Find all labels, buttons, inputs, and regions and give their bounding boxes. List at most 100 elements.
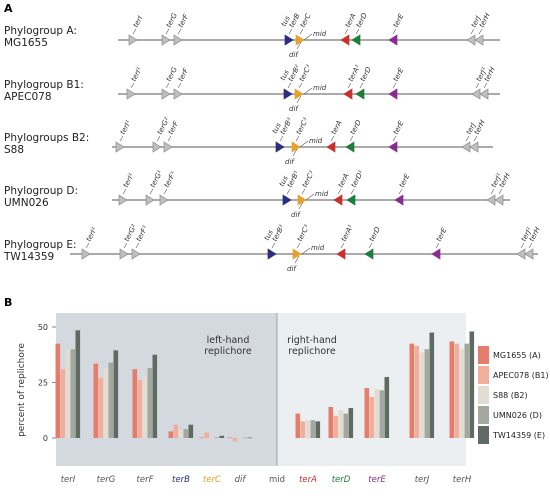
ter-site-label: terC³ [301,169,316,188]
ter-site-marker [340,34,350,46]
ter-site-marker [355,88,365,100]
ter-site-label: terI¹ [122,172,136,189]
bar [70,349,76,438]
panel-b: Bleft-handreplichoreright-handreplichore… [4,296,549,485]
legend-swatch [478,346,489,364]
bar [348,408,354,438]
ter-site-leader [130,82,135,89]
legend-swatch [478,426,489,444]
legend-label: S88 (B2) [493,391,528,400]
bar [384,376,390,438]
ter-site-leader [337,188,342,195]
strain-name-label: TW14359 [3,251,54,263]
dif-leader [296,95,302,104]
bar [242,437,248,439]
ter-site-leader [165,28,170,35]
bar [232,438,238,442]
ter-site-marker [345,141,355,153]
bar [315,421,321,438]
mid-label: mid [313,84,327,92]
bar [199,437,205,439]
ter-site-leader [149,188,154,195]
ter-site-marker [461,141,471,153]
ter-site-label: terA [330,119,344,136]
bar [328,406,334,438]
ter-site-marker [115,141,125,153]
ter-site-leader [347,82,352,89]
x-category-label: terC [203,475,221,485]
ter-site-leader [392,28,397,35]
ter-site-marker [343,88,353,100]
ter-site-leader [520,242,525,249]
bar [75,330,81,438]
bar [364,388,370,438]
ter-site-leader [528,242,533,249]
ter-site-leader [465,135,470,142]
ter-site-label: terG¹ [149,169,165,189]
bar [419,352,425,438]
ter-site-leader [123,242,128,249]
y-axis-title: percent of replichore [17,343,27,437]
ter-site-leader [132,28,137,35]
strain-group-label: Phylogroups B2: [4,132,89,144]
ter-site-label: terI¹ [119,119,133,136]
bar [449,341,455,438]
ter-site-marker [295,34,305,46]
ter-site-leader [135,242,140,249]
bar [113,350,119,438]
ter-site-marker [431,248,441,260]
panel-b-label: B [4,296,12,309]
dif-label: dif [291,211,301,219]
bar [459,349,465,438]
ter-site-leader [167,135,172,142]
y-tick-label: 0 [43,434,48,443]
dif-leader [298,201,304,210]
bar [55,343,61,438]
ter-site-marker [516,248,526,260]
bar [305,420,311,438]
ter-site-marker [145,194,155,206]
ter-site-marker [282,194,292,206]
ter-site-label: terD [349,118,364,136]
legend-label: UMN026 (D) [493,411,542,420]
ter-site-label: terE [435,226,449,243]
ter-site-marker [128,34,138,46]
ter-site-leader [298,82,303,89]
dif-leader [292,148,298,157]
ter-site-label: terA [337,172,351,189]
ter-site-marker [364,248,374,260]
mid-label: mid [313,30,327,38]
dif-label: dif [287,265,297,273]
ter-site-leader [435,242,440,249]
ter-site-leader [288,28,293,35]
bar [247,437,253,439]
right-region-label: right-hand [287,335,337,346]
ter-site-marker [152,141,162,153]
ter-site-marker [336,248,346,260]
ter-site-marker [292,248,302,260]
bar [374,389,380,438]
ter-site-label: terC [299,12,313,29]
ter-site-leader [349,135,354,142]
right-replichore-region [277,313,466,466]
bar [168,431,174,438]
ter-site-leader [287,82,292,89]
ter-site-marker [388,34,398,46]
bar [295,413,301,438]
ter-site-label: terH [478,11,493,29]
ter-site-label: terI¹ [130,66,144,83]
mid-leader [299,140,309,148]
strain-name-label: APEC078 [4,91,52,103]
strain-name-label: S88 [4,144,24,156]
ter-site-leader [355,28,360,35]
x-category-label: dif [235,475,248,485]
bar [103,368,109,438]
bar [147,368,153,438]
bar [300,421,306,438]
bar [178,430,184,438]
ter-site-leader [301,188,306,195]
ter-site-leader [475,82,480,89]
bar [414,345,420,438]
bar [454,343,460,438]
